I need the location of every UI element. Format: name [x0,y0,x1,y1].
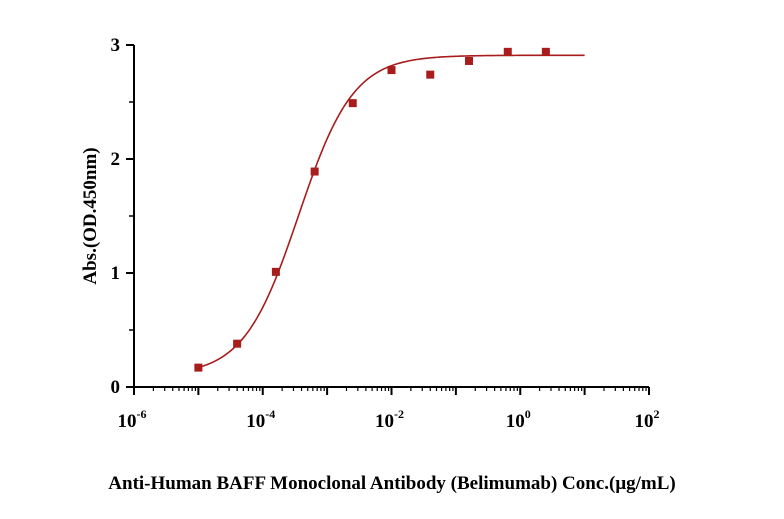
y-axis-ticks: 0 1 2 3 [111,35,134,398]
data-point [271,267,280,276]
data-point [426,70,435,79]
data-point [465,56,474,65]
y-tick-label: 3 [111,35,121,56]
data-point [503,47,512,56]
y-tick-label: 2 [111,149,121,170]
x-axis-label: Anti-Human BAFF Monoclonal Antibody (Bel… [108,473,675,494]
x-tick-label: 10-2 [375,407,404,432]
x-tick-label: 10-4 [246,407,275,432]
data-point [310,167,319,176]
data-points [194,47,550,372]
y-axis-label: Abs.(OD.450nm) [80,147,101,284]
data-point [348,99,357,108]
fit-curve [198,54,585,369]
y-tick-label: 1 [111,263,121,284]
data-point [387,66,396,75]
data-point [194,363,203,372]
data-point [541,47,550,56]
data-point [233,339,242,348]
y-tick-label: 0 [111,377,121,398]
x-tick-label: 102 [635,407,660,432]
axes [133,45,649,388]
x-tick-label: 10-6 [118,407,147,432]
x-tick-label: 100 [506,407,531,432]
x-axis-ticks: 10-6 10-4 10-2 100 102 [118,387,660,432]
